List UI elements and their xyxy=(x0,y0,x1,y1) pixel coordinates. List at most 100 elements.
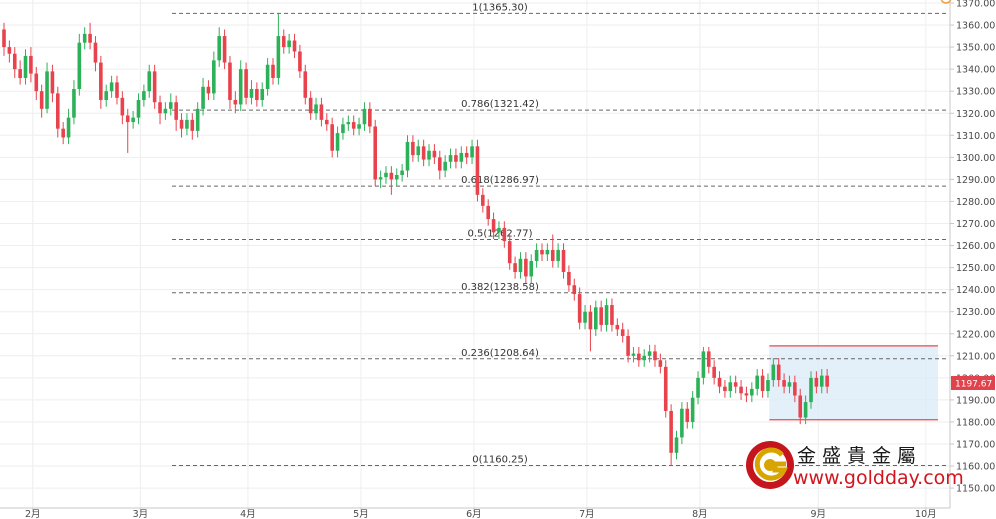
candle-body xyxy=(459,152,464,162)
candle xyxy=(400,163,404,182)
candle-body xyxy=(152,71,157,103)
candle-body xyxy=(567,272,571,286)
candle-body xyxy=(179,119,184,129)
candle xyxy=(717,371,722,394)
y-tick-label: 1350.00 xyxy=(956,43,995,54)
candle-body xyxy=(109,82,114,92)
candle xyxy=(637,346,641,367)
candle xyxy=(497,221,501,239)
candle-body xyxy=(723,386,727,392)
candle xyxy=(793,375,797,403)
candle xyxy=(249,80,254,105)
candle-body xyxy=(572,285,577,295)
candle xyxy=(798,388,803,425)
fib-level-label: 0(1160.25) xyxy=(472,454,528,465)
y-tick-label: 1150.00 xyxy=(956,484,995,495)
candle-body xyxy=(276,36,281,78)
y-axis: 1150.001160.001170.001180.001190.001200.… xyxy=(950,0,995,495)
y-tick-label: 1220.00 xyxy=(956,329,995,340)
candle-body xyxy=(190,119,195,131)
candle-body xyxy=(34,73,39,92)
candle-body xyxy=(50,71,55,94)
candle xyxy=(674,430,679,460)
candle-body xyxy=(529,260,534,277)
candle-body xyxy=(174,102,178,120)
candle xyxy=(351,115,356,136)
candle xyxy=(314,97,318,120)
candle xyxy=(782,373,786,394)
candle xyxy=(206,80,211,101)
candle-body xyxy=(583,311,587,323)
candle xyxy=(260,82,265,107)
candle-body xyxy=(803,402,808,418)
candle xyxy=(357,117,361,136)
candle-body xyxy=(658,360,663,367)
candle-body xyxy=(233,100,238,105)
candle xyxy=(18,60,22,85)
candle-body xyxy=(728,382,733,392)
candle-body xyxy=(819,375,824,387)
candle xyxy=(158,95,162,125)
candle xyxy=(696,371,700,405)
candle-body xyxy=(206,86,211,94)
candle xyxy=(744,386,749,403)
y-tick-label: 1360.00 xyxy=(956,21,995,32)
candle-body xyxy=(674,437,679,453)
candle-body xyxy=(238,69,243,105)
candle-body xyxy=(647,351,652,356)
candle-body xyxy=(93,42,98,63)
candle xyxy=(728,375,733,398)
candle xyxy=(459,146,464,169)
fib-level-label: 1(1365.30) xyxy=(472,2,528,13)
candle xyxy=(567,265,571,292)
candle xyxy=(265,58,270,96)
candle xyxy=(529,254,534,284)
candle xyxy=(464,146,469,164)
candle xyxy=(168,93,173,116)
candle xyxy=(222,29,227,70)
fib-level-label: 0.786(1321.42) xyxy=(461,99,539,110)
candle xyxy=(626,329,630,363)
candle-body xyxy=(56,93,60,129)
candle-body xyxy=(690,397,695,422)
candle-body xyxy=(653,351,657,361)
candle-body xyxy=(308,97,313,114)
candle-body xyxy=(228,62,232,101)
candle xyxy=(491,212,496,239)
candle-body xyxy=(303,71,308,98)
candle xyxy=(427,144,431,167)
candle-body xyxy=(378,177,383,180)
candle xyxy=(34,66,39,101)
candle xyxy=(701,346,706,385)
candle xyxy=(443,155,447,178)
candle xyxy=(599,300,603,332)
candle xyxy=(255,82,259,107)
candle-body xyxy=(798,395,803,418)
candle-body xyxy=(545,249,550,255)
candle xyxy=(195,102,200,138)
candle-body xyxy=(782,380,786,387)
candle-body xyxy=(45,71,49,109)
candle xyxy=(185,113,189,136)
alert-icon[interactable] xyxy=(940,0,952,4)
candle xyxy=(631,346,636,363)
y-tick-label: 1180.00 xyxy=(956,417,995,428)
candle xyxy=(179,113,184,138)
y-tick-label: 1190.00 xyxy=(956,395,995,406)
watermark-url: www.goldday.com xyxy=(793,467,964,489)
candle-body xyxy=(330,124,334,151)
x-axis: 2月 3月 4月 5月 6月 7月 8月 9月 10月 xyxy=(25,508,937,519)
candle-body xyxy=(475,146,480,195)
candle-body xyxy=(319,104,324,120)
candle xyxy=(217,27,221,67)
x-tick-label: 2月 xyxy=(25,509,41,519)
candle xyxy=(389,166,394,195)
candle xyxy=(45,62,49,114)
candle-body xyxy=(766,380,770,392)
candle-body xyxy=(733,382,738,387)
candle-body xyxy=(604,305,609,325)
candle-body xyxy=(7,47,12,54)
candle-body xyxy=(750,388,754,396)
candle xyxy=(346,115,351,131)
